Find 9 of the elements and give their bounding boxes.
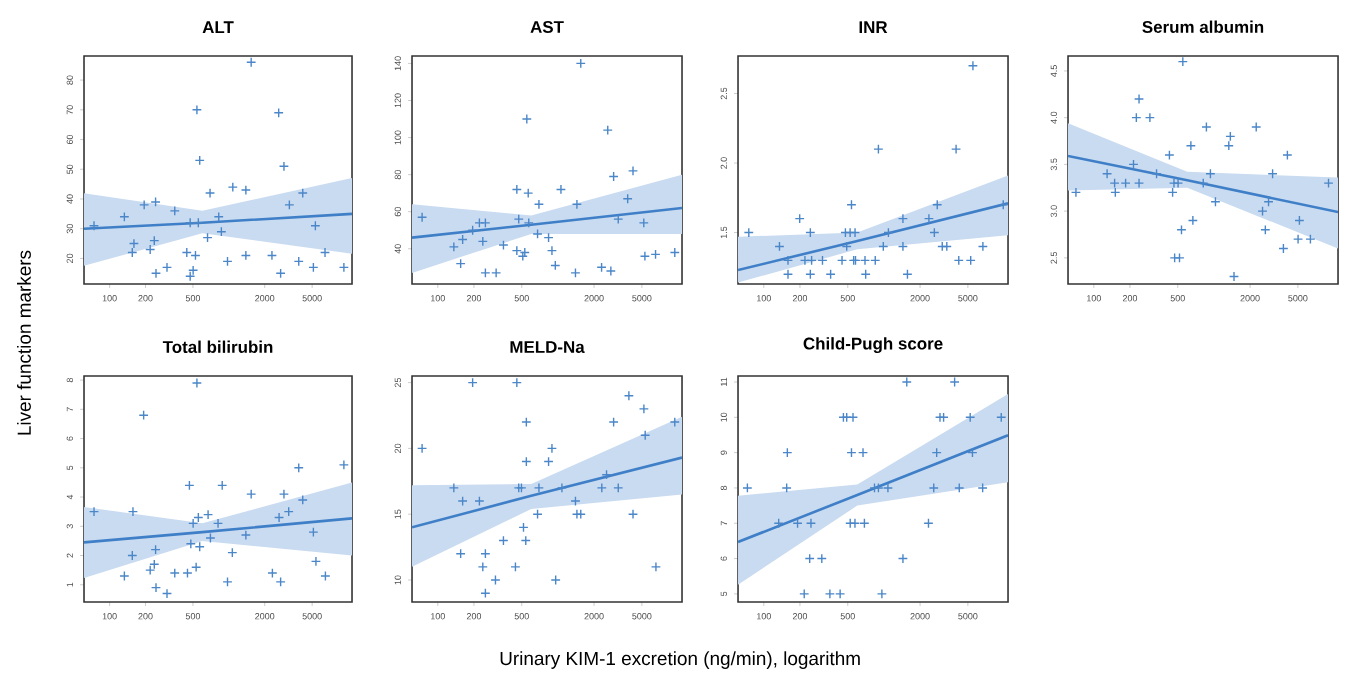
x-axis-title: Urinary KIM-1 excretion (ng/min), logarithm <box>500 651 860 669</box>
chart-title: AST <box>530 21 564 33</box>
chart-title: Total bilirubin <box>162 340 273 353</box>
chart-title: Child-Pugh score <box>803 337 943 354</box>
chart-title: ALT <box>202 21 234 33</box>
y-axis-title: Liver function markers <box>17 250 31 435</box>
chart-title: INR <box>859 21 888 33</box>
chart-title: MELD-Na <box>510 341 585 353</box>
chart-title: Serum albumin <box>1142 20 1264 33</box>
